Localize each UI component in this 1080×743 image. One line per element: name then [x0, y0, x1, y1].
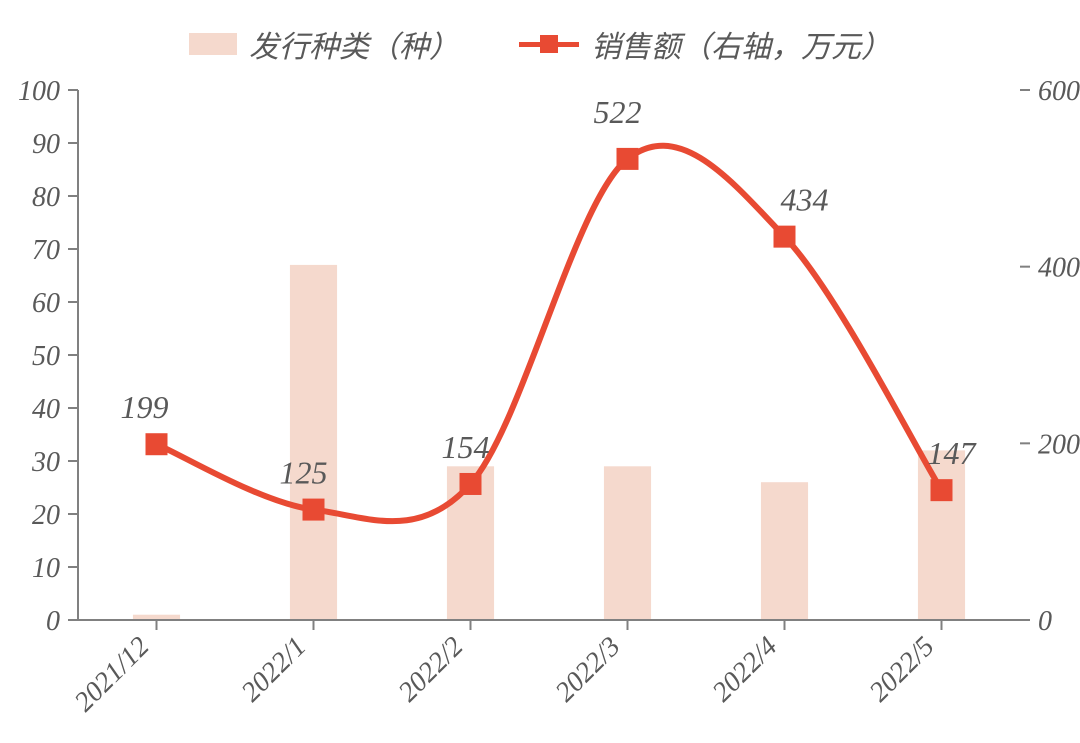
data-label: 522: [594, 94, 642, 130]
line-marker: [774, 226, 796, 248]
x-tick-label: 2022/2: [393, 631, 470, 708]
bar: [290, 265, 337, 620]
x-tick-label: 2022/4: [707, 631, 784, 708]
y-tick-label-left: 80: [32, 182, 60, 213]
x-tick-label: 2022/3: [550, 631, 627, 708]
line-marker: [146, 433, 168, 455]
data-label: 199: [121, 389, 169, 425]
data-label: 154: [442, 429, 490, 465]
data-label: 125: [280, 455, 328, 491]
chart-svg: 0 10 20 30 40 50 60 70 80 90 100 0 200 400 600 2021/12 2…: [0, 0, 1080, 743]
axes-group: 0 10 20 30 40 50 60 70 80 90 100 0 200 400 600 2021/12 2…: [18, 76, 1080, 718]
line-marker: [460, 473, 482, 495]
x-tick-label: 2022/5: [864, 631, 941, 708]
y-tick-label-right: 0: [1038, 606, 1052, 637]
y-tick-label-right: 600: [1038, 76, 1080, 107]
y-tick-label-right: 200: [1038, 429, 1080, 460]
legend-line-marker: [540, 35, 558, 53]
y-tick-label-left: 90: [32, 129, 60, 160]
bar: [604, 466, 651, 620]
y-tick-label-left: 50: [32, 341, 60, 372]
x-tick-label: 2022/1: [236, 631, 313, 708]
y-tick-label-left: 30: [31, 447, 60, 478]
bar: [918, 450, 965, 620]
data-label: 434: [781, 182, 829, 218]
y-tick-label-left: 100: [18, 76, 60, 107]
y-tick-label-left: 40: [32, 394, 60, 425]
bar: [761, 482, 808, 620]
data-label: 147: [928, 435, 978, 471]
data-labels-group: 199 125 154 522 434 147: [121, 94, 978, 491]
chart-container: 发行种类（种） 销售额（右轴，万元） 010203040506070809010…: [0, 0, 1080, 743]
y-tick-label-left: 60: [32, 288, 60, 319]
y-tick-label-left: 0: [46, 606, 60, 637]
line-group: [146, 146, 953, 521]
y-tick-label-left: 10: [32, 553, 60, 584]
y-tick-label-right: 400: [1038, 253, 1080, 284]
line-marker: [617, 148, 639, 170]
line-marker: [303, 499, 325, 521]
y-tick-label-left: 70: [32, 235, 60, 266]
line-marker: [931, 479, 953, 501]
x-tick-label: 2021/12: [69, 631, 156, 718]
y-tick-label-left: 20: [32, 500, 60, 531]
